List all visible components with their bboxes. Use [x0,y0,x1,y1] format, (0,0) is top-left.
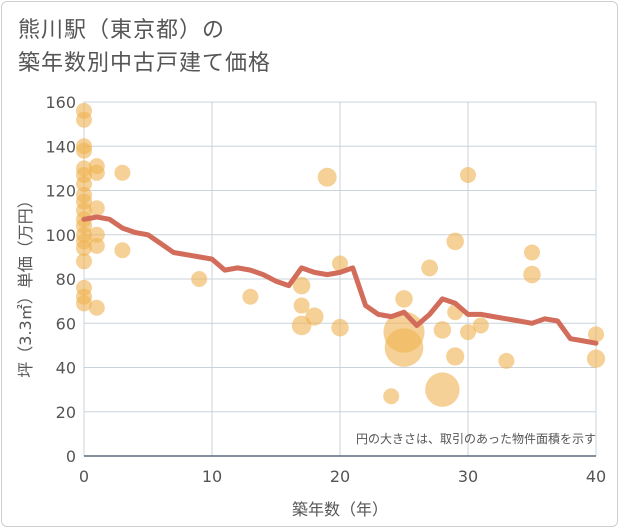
scatter-point [88,226,105,243]
size-legend-note: 円の大きさは、取引のあった物件面積を示す [356,431,596,446]
chart-title-line-1: 熊川駅（東京都）の [18,18,226,43]
x-tick-label: 40 [586,467,606,486]
y-tick-label: 40 [56,359,76,378]
scatter-point [76,175,92,192]
scatter-point [293,297,310,314]
scatter-point [305,307,324,326]
scatter-point [317,167,337,187]
scatter-point [523,265,541,284]
chart-title: 熊川駅（東京都）の 築年数別中古戸建て価格 [18,14,271,80]
scatter-point [446,232,464,251]
scatter-point [88,299,105,316]
y-tick-label: 0 [66,447,76,466]
scatter-point [498,352,515,369]
x-tick-label: 0 [79,467,89,486]
scatter-point [460,324,476,341]
scatter-point [76,111,92,128]
trend-line [81,214,599,346]
scatter-point [524,244,540,261]
scatter-point [460,167,476,184]
y-tick-label: 60 [56,314,76,333]
scatter-point [446,347,465,366]
y-tick-label: 80 [56,270,76,289]
scatter-point [292,276,311,295]
x-tick-label: 30 [458,467,478,486]
x-axis-label: 築年数（年） [292,500,388,519]
scatter-point [76,253,92,270]
scatter-point [76,142,92,159]
scatter-point [395,290,413,308]
scatter-point [191,271,208,287]
scatter-point [242,288,259,305]
scatter-point [88,237,105,254]
scatter-point [425,372,460,407]
y-tick-label: 100 [45,226,76,245]
scatter-point [332,255,348,272]
scatter-point [433,321,452,339]
y-tick-label: 160 [45,93,76,112]
scatter-point [331,318,349,337]
scatter-point [384,328,424,367]
scatter-point [472,317,489,334]
chart-title-line-2: 築年数別中古戸建て価格 [18,51,272,76]
scatter-point [76,240,92,257]
scatter-point [586,349,606,368]
x-tick-label: 10 [202,467,222,486]
scatter-point [114,164,131,181]
scatter-point [588,326,604,343]
scatter-point [114,242,131,259]
y-tick-label: 140 [45,137,76,156]
scatter-point [88,200,105,217]
scatter-point [421,259,438,277]
scatter-point [383,388,400,405]
y-tick-label: 120 [45,182,76,201]
y-tick-label: 20 [56,403,76,422]
y-axis-label: 坪（3.3㎡）単価（万円） [16,192,35,377]
scatter-point [76,295,92,312]
scatter-point [88,164,105,181]
x-tick-label: 20 [330,467,350,486]
